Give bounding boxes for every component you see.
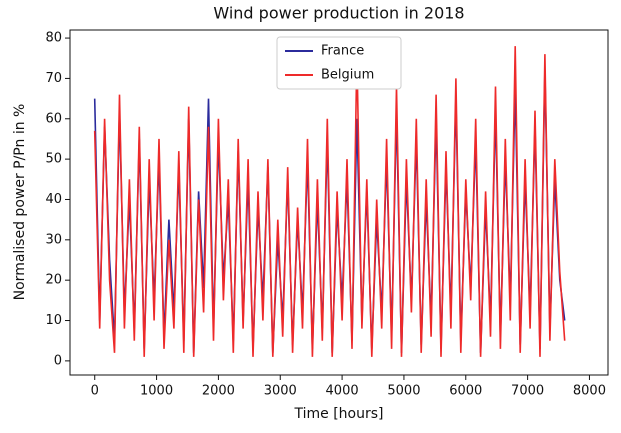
x-tick-label: 4000 bbox=[326, 384, 359, 399]
x-tick-label: 3000 bbox=[264, 384, 297, 399]
y-tick-label: 0 bbox=[54, 353, 62, 368]
x-tick-label: 7000 bbox=[511, 384, 544, 399]
y-tick-label: 10 bbox=[45, 313, 62, 328]
series-line bbox=[93, 46, 566, 357]
y-axis-label: Normalised power P/Pn in % bbox=[12, 104, 28, 301]
y-tick-label: 30 bbox=[45, 232, 62, 247]
x-tick-label: 2000 bbox=[202, 384, 235, 399]
x-tick-label: 8000 bbox=[573, 384, 606, 399]
legend-label: France bbox=[321, 44, 364, 59]
legend-label: Belgium bbox=[321, 68, 374, 83]
y-tick-label: 50 bbox=[45, 152, 62, 167]
x-tick-label: 6000 bbox=[449, 384, 482, 399]
y-tick-label: 70 bbox=[45, 71, 62, 86]
y-tick-label: 80 bbox=[45, 31, 62, 46]
y-tick-label: 20 bbox=[45, 273, 62, 288]
y-tick-label: 40 bbox=[45, 192, 62, 207]
x-axis-label: Time [hours] bbox=[294, 406, 384, 422]
x-tick-label: 5000 bbox=[387, 384, 420, 399]
plot-frame bbox=[69, 29, 609, 376]
x-tick-label: 1000 bbox=[140, 384, 173, 399]
x-tick-label: 0 bbox=[91, 384, 99, 399]
y-tick-label: 60 bbox=[45, 111, 62, 126]
chart-title: Wind power production in 2018 bbox=[213, 4, 464, 23]
